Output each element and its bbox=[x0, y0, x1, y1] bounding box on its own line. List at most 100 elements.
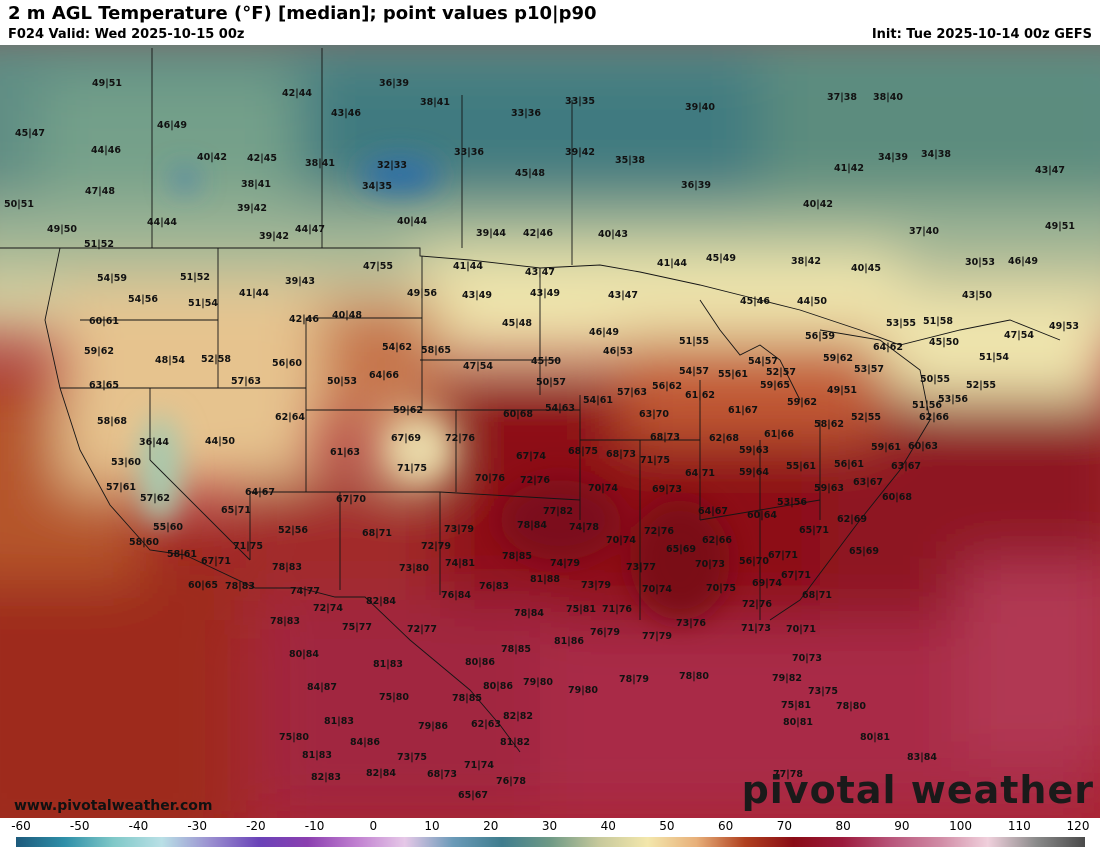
point-value: 51|52 bbox=[84, 239, 114, 250]
point-value: 79|86 bbox=[418, 721, 448, 732]
point-value: 75|80 bbox=[279, 732, 309, 743]
point-value: 48|54 bbox=[155, 355, 185, 366]
point-value: 53|56 bbox=[938, 394, 968, 405]
point-value: 63|70 bbox=[639, 409, 669, 420]
point-value: 53|55 bbox=[886, 318, 916, 329]
point-value: 78|85 bbox=[452, 693, 482, 704]
point-value: 72|76 bbox=[520, 475, 550, 486]
temperature-map: 49|51 45|47 46|49 44|46 40|42 42|45 38|41 47|48… bbox=[0, 45, 1100, 818]
point-value: 52|57 bbox=[766, 367, 796, 378]
point-value: 73|79 bbox=[444, 524, 474, 535]
point-value: 62|63 bbox=[471, 719, 501, 730]
point-value: 45|50 bbox=[929, 337, 959, 348]
point-value: 46|49 bbox=[157, 120, 187, 131]
point-value: 81|86 bbox=[554, 636, 584, 647]
point-values: 49|51 45|47 46|49 44|46 40|42 42|45 38|41 47|48… bbox=[4, 78, 1079, 801]
legend-tick-label: 60 bbox=[718, 819, 734, 833]
point-value: 78|83 bbox=[225, 581, 255, 592]
point-value: 43|47 bbox=[1035, 165, 1065, 176]
point-value: 54|63 bbox=[545, 403, 575, 414]
point-value: 33|36 bbox=[511, 108, 541, 119]
point-value: 78|85 bbox=[502, 551, 532, 562]
legend-tick-label: 80 bbox=[835, 819, 851, 833]
point-value: 79|80 bbox=[523, 677, 553, 688]
point-value: 83|84 bbox=[907, 752, 937, 763]
legend-tick-label: 110 bbox=[1007, 819, 1031, 833]
legend-tick-label: 40 bbox=[600, 819, 616, 833]
point-value: 57|63 bbox=[617, 387, 647, 398]
point-value: 49|51 bbox=[1045, 221, 1075, 232]
point-value: 68|73 bbox=[650, 432, 680, 443]
point-value: 54|59 bbox=[97, 273, 127, 284]
point-value: 58|61 bbox=[167, 549, 197, 560]
point-value: 47|54 bbox=[1004, 330, 1034, 341]
point-value: 70|71 bbox=[786, 624, 816, 635]
point-value: 62|66 bbox=[919, 412, 949, 423]
point-value: 59|61 bbox=[871, 442, 901, 453]
point-value: 81|88 bbox=[530, 574, 560, 585]
point-value: 60|64 bbox=[747, 510, 777, 521]
point-value: 42|45 bbox=[247, 153, 277, 164]
point-value: 68|73 bbox=[427, 769, 457, 780]
point-value: 45|48 bbox=[515, 168, 545, 179]
point-value: 39|40 bbox=[685, 102, 715, 113]
point-value: 73|75 bbox=[808, 686, 838, 697]
point-value: 71|75 bbox=[233, 541, 263, 552]
point-value: 40|44 bbox=[397, 216, 427, 227]
point-value: 62|64 bbox=[275, 412, 305, 423]
point-value: 73|80 bbox=[399, 563, 429, 574]
temperature-field bbox=[0, 45, 1100, 818]
point-value: 75|81 bbox=[566, 604, 596, 615]
point-value: 65|71 bbox=[799, 525, 829, 536]
point-value: 59|62 bbox=[823, 353, 853, 364]
point-value: 73|77 bbox=[626, 562, 656, 573]
point-value: 68|71 bbox=[802, 590, 832, 601]
point-value: 50|51 bbox=[4, 199, 34, 210]
point-value: 51|58 bbox=[923, 316, 953, 327]
map-title: 2 m AGL Temperature (°F) [median]; point… bbox=[8, 3, 597, 24]
point-value: 77|78 bbox=[773, 769, 803, 780]
point-value: 70|75 bbox=[706, 583, 736, 594]
point-value: 75|77 bbox=[342, 622, 372, 633]
point-value: 45|48 bbox=[502, 318, 532, 329]
point-value: 50|57 bbox=[536, 377, 566, 388]
point-value: 67|74 bbox=[516, 451, 546, 462]
header: 2 m AGL Temperature (°F) [median]; point… bbox=[0, 0, 1100, 45]
point-value: 54|57 bbox=[748, 356, 778, 367]
point-value: 64|66 bbox=[369, 370, 399, 381]
point-value: 72|76 bbox=[742, 599, 772, 610]
point-value: 40|48 bbox=[332, 310, 362, 321]
point-value: 74|79 bbox=[550, 558, 580, 569]
point-value: 80|86 bbox=[465, 657, 495, 668]
point-value: 43|46 bbox=[331, 108, 361, 119]
point-value: 74|81 bbox=[445, 558, 475, 569]
legend-tick-label: -40 bbox=[128, 819, 149, 833]
point-value: 63|67 bbox=[853, 477, 883, 488]
point-value: 61|67 bbox=[728, 405, 758, 416]
point-value: 36|39 bbox=[379, 78, 409, 89]
legend-tick-label: -20 bbox=[246, 819, 266, 833]
point-value: 62|66 bbox=[702, 535, 732, 546]
legend-tick-label: 100 bbox=[949, 819, 972, 833]
point-value: 42|46 bbox=[289, 314, 319, 325]
point-value: 37|38 bbox=[827, 92, 857, 103]
point-value: 59|62 bbox=[84, 346, 114, 357]
legend-tick-label: 120 bbox=[1066, 819, 1090, 833]
point-value: 33|35 bbox=[565, 96, 595, 107]
point-value: 75|80 bbox=[379, 692, 409, 703]
point-value: 56|70 bbox=[739, 556, 769, 567]
point-value: 78|85 bbox=[501, 644, 531, 655]
point-value: 76|78 bbox=[496, 776, 526, 787]
point-value: 39|44 bbox=[476, 228, 506, 239]
point-value: 82|82 bbox=[503, 711, 533, 722]
point-value: 51|52 bbox=[180, 272, 210, 283]
point-value: 71|73 bbox=[741, 623, 771, 634]
point-value: 65|69 bbox=[666, 544, 696, 555]
point-value: 44|47 bbox=[295, 224, 325, 235]
point-value: 46|49 bbox=[589, 327, 619, 338]
point-value: 82|84 bbox=[366, 596, 396, 607]
point-value: 38|42 bbox=[791, 256, 821, 267]
point-value: 69|74 bbox=[752, 578, 782, 589]
point-value: 81|82 bbox=[500, 737, 530, 748]
legend-tick-label: 50 bbox=[659, 819, 675, 833]
